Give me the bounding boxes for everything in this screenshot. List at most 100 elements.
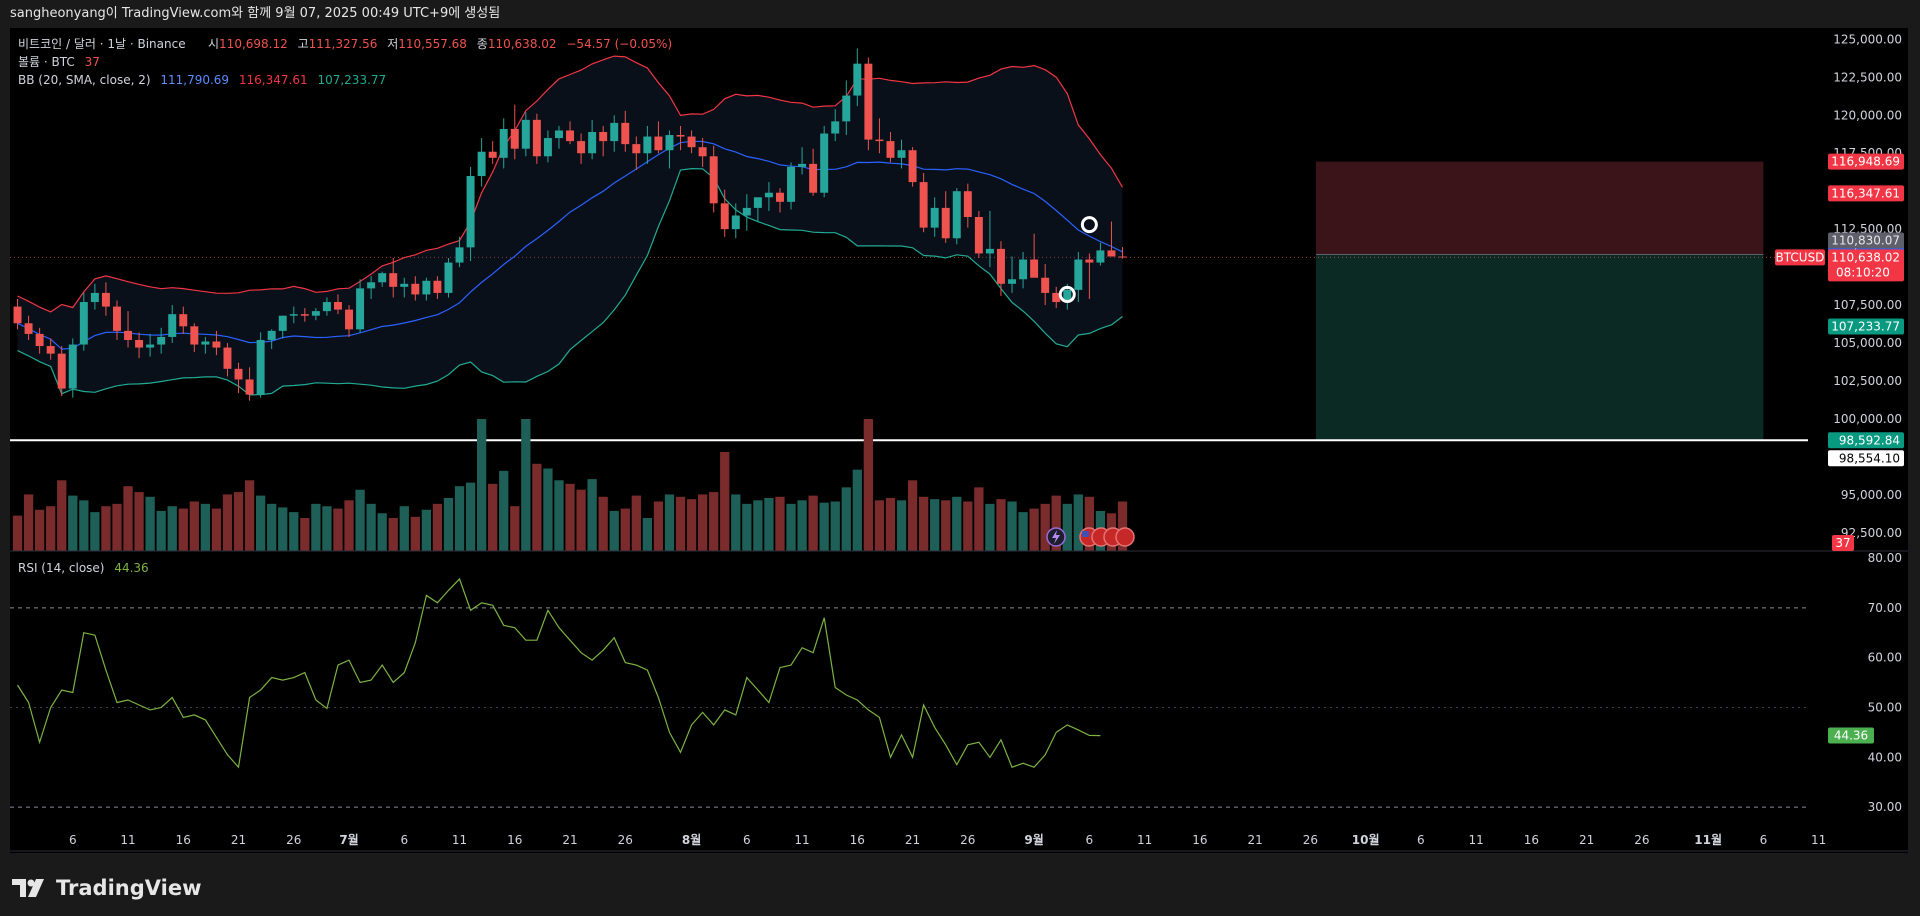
candle-body[interactable] bbox=[433, 280, 442, 293]
support-tag-2[interactable]: 98,554.10 bbox=[1828, 450, 1904, 467]
volume-tag[interactable]: 37 bbox=[1832, 535, 1854, 551]
symbol-tag[interactable]: BTCUSD bbox=[1775, 249, 1825, 266]
candle-body[interactable] bbox=[1063, 289, 1072, 303]
candle-body[interactable] bbox=[731, 215, 740, 230]
candle-body[interactable] bbox=[499, 128, 508, 158]
time-axis[interactable]: 6 11 16 21 26 7월 6 11 16 21 26 8월 6 11 16 21 26 9월 6 11 16 21… bbox=[69, 832, 1826, 847]
candle-body[interactable] bbox=[676, 135, 685, 137]
candle-body[interactable] bbox=[124, 330, 133, 340]
candle-body[interactable] bbox=[764, 192, 773, 198]
candle-body[interactable] bbox=[322, 302, 331, 312]
stop-loss-zone[interactable] bbox=[1315, 161, 1764, 255]
candle-body[interactable] bbox=[665, 135, 674, 151]
candle-body[interactable] bbox=[996, 248, 1005, 284]
candle-body[interactable] bbox=[1030, 259, 1039, 278]
candle-body[interactable] bbox=[875, 139, 884, 142]
candle-body[interactable] bbox=[1107, 250, 1116, 257]
candle-body[interactable] bbox=[1019, 259, 1028, 280]
candle-body[interactable] bbox=[223, 347, 232, 369]
candle-body[interactable] bbox=[908, 150, 917, 183]
signal-marker[interactable] bbox=[1080, 216, 1098, 234]
candle-body[interactable] bbox=[367, 282, 376, 289]
candle-body[interactable] bbox=[477, 151, 486, 177]
legend-bb[interactable]: BB (20, SMA, close, 2) 111,790.69 116,34… bbox=[18, 73, 386, 87]
candle-body[interactable] bbox=[1052, 292, 1061, 303]
candle-body[interactable] bbox=[610, 122, 619, 142]
candle-body[interactable] bbox=[1085, 259, 1094, 263]
candle-body[interactable] bbox=[930, 207, 939, 228]
candle-body[interactable] bbox=[809, 163, 818, 193]
candle-body[interactable] bbox=[35, 333, 44, 347]
candle-body[interactable] bbox=[831, 121, 840, 134]
us-flag-icon[interactable] bbox=[1115, 527, 1135, 547]
candle-body[interactable] bbox=[57, 353, 66, 389]
candle-body[interactable] bbox=[654, 136, 663, 151]
candle-body[interactable] bbox=[952, 191, 961, 239]
candle-body[interactable] bbox=[68, 344, 77, 389]
candle-body[interactable] bbox=[1096, 250, 1105, 263]
candle-body[interactable] bbox=[278, 315, 287, 331]
event-icons[interactable] bbox=[1046, 527, 1135, 547]
candle-body[interactable] bbox=[46, 346, 55, 354]
candle-body[interactable] bbox=[521, 119, 530, 149]
candle-body[interactable] bbox=[311, 311, 320, 316]
candle-body[interactable] bbox=[643, 136, 652, 154]
rsi-series-line[interactable] bbox=[16, 577, 1101, 769]
candle-body[interactable] bbox=[709, 156, 718, 204]
candle-body[interactable] bbox=[554, 130, 563, 139]
candle-body[interactable] bbox=[510, 128, 519, 149]
candle-body[interactable] bbox=[985, 248, 994, 254]
bb-upper-tag[interactable]: 116,347.61 bbox=[1828, 185, 1904, 202]
candle-body[interactable] bbox=[787, 166, 796, 202]
candle-body[interactable] bbox=[444, 262, 453, 293]
candle-body[interactable] bbox=[941, 207, 950, 239]
take-profit-zone[interactable] bbox=[1315, 254, 1764, 441]
candle-body[interactable] bbox=[289, 314, 298, 316]
candle-body[interactable] bbox=[333, 302, 342, 310]
rsi-tag[interactable]: 44.36 bbox=[1828, 727, 1874, 744]
candle-body[interactable] bbox=[963, 191, 972, 218]
candle-body[interactable] bbox=[798, 163, 807, 167]
candle-body[interactable] bbox=[974, 217, 983, 254]
candle-body[interactable] bbox=[820, 133, 829, 193]
candle-body[interactable] bbox=[753, 197, 762, 208]
candle-body[interactable] bbox=[300, 314, 309, 316]
chart-area[interactable]: 125,000.00122,500.00120,000.00117,500.00… bbox=[0, 28, 1920, 860]
candle-body[interactable] bbox=[378, 273, 387, 283]
candle-body[interactable] bbox=[919, 182, 928, 228]
bb-lower-line[interactable] bbox=[17, 167, 1123, 396]
signal-marker[interactable] bbox=[1058, 285, 1076, 303]
candle-body[interactable] bbox=[234, 368, 243, 380]
candle-body[interactable] bbox=[157, 336, 166, 345]
candle-body[interactable] bbox=[135, 339, 144, 348]
candle-body[interactable] bbox=[411, 283, 420, 295]
candle-body[interactable] bbox=[742, 207, 751, 216]
candle-body[interactable] bbox=[842, 95, 851, 122]
candle-body[interactable] bbox=[621, 122, 630, 145]
candle-body[interactable] bbox=[1041, 277, 1050, 293]
candle-body[interactable] bbox=[79, 302, 88, 345]
candle-body[interactable] bbox=[179, 314, 188, 327]
candle-body[interactable] bbox=[687, 136, 696, 148]
candle-body[interactable] bbox=[897, 150, 906, 158]
candle-body[interactable] bbox=[356, 288, 365, 330]
candle-body[interactable] bbox=[1118, 256, 1127, 258]
candle-body[interactable] bbox=[698, 147, 707, 157]
legend-symbol[interactable]: 비트코인 / 달러 · 1날 · Binance bbox=[18, 37, 186, 51]
rsi-axis[interactable]: 80.00 70.00 60.00 50.00 40.00 30.00 bbox=[1868, 551, 1902, 814]
candle-body[interactable] bbox=[267, 330, 276, 340]
entry-tag[interactable]: 110,830.07 bbox=[1828, 232, 1904, 249]
candle-body[interactable] bbox=[389, 273, 398, 287]
candle-body[interactable] bbox=[599, 131, 608, 142]
candle-body[interactable] bbox=[90, 292, 99, 303]
candle-body[interactable] bbox=[201, 341, 210, 345]
candle-body[interactable] bbox=[400, 283, 409, 287]
candle-body[interactable] bbox=[13, 306, 22, 324]
candle-body[interactable] bbox=[190, 326, 199, 345]
candle-body[interactable] bbox=[168, 314, 177, 337]
candle-body[interactable] bbox=[543, 138, 552, 157]
bb-upper-line[interactable] bbox=[17, 55, 1124, 313]
candle-body[interactable] bbox=[345, 309, 354, 330]
candle-body[interactable] bbox=[632, 144, 641, 154]
